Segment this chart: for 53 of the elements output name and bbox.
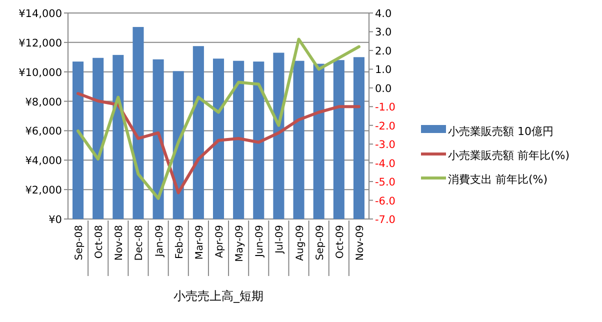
y2-tick-label: -3.0 [375, 139, 396, 152]
bar [72, 62, 84, 219]
legend-label: 小売業販売額 10億円 [448, 125, 554, 138]
bar [112, 54, 124, 219]
y-tick-label: ¥10,000 [18, 66, 62, 79]
y2-tick-label: -2.0 [375, 120, 396, 132]
x-tick-label: Sep-08 [74, 225, 86, 260]
bar [313, 64, 324, 219]
bar [273, 52, 284, 219]
y-tick-label: ¥8,000 [25, 96, 62, 108]
y2-tick-label: -5.0 [375, 176, 396, 189]
bar [353, 57, 364, 219]
bar [212, 58, 224, 219]
x-tick-label: Apr-09 [214, 225, 226, 258]
y-tick-label: ¥6,000 [25, 126, 62, 138]
x-tick-label: Aug-09 [294, 225, 306, 261]
y-tick-label: ¥4,000 [25, 155, 62, 168]
bar [132, 26, 144, 219]
x-tick-label: Nov-08 [114, 225, 126, 261]
x-tick-label: Jun-09 [254, 225, 266, 258]
y2-tick-label: -1.0 [375, 102, 396, 114]
bar [293, 60, 304, 219]
x-tick-label: Dec-08 [134, 225, 146, 261]
x-tick-label: Mar-09 [194, 225, 206, 260]
bar [152, 59, 164, 219]
x-tick-label: Oct-08 [94, 225, 106, 259]
x-tick-label: May-09 [234, 225, 246, 262]
y2-tick-label: -7.0 [375, 214, 396, 226]
x-tick-label: Oct-09 [334, 225, 346, 259]
y2-tick-label: 0.0 [375, 82, 392, 95]
y2-tick-label: 4.0 [375, 8, 392, 20]
bar [253, 62, 264, 219]
x-tick-label: Sep-09 [314, 225, 326, 260]
x-tick-label: Nov-09 [354, 225, 366, 261]
legend-label: 消費支出 前年比(%) [448, 173, 548, 186]
y-tick-label: ¥14,000 [18, 8, 62, 20]
x-tick-label: Jul-09 [274, 225, 286, 254]
y2-tick-label: 3.0 [375, 26, 392, 39]
y2-tick-label: -6.0 [375, 195, 396, 208]
y2-tick-label: 1.0 [375, 64, 392, 76]
bar [233, 60, 244, 219]
x-axis-title: 小売売上高_短期 [174, 289, 264, 303]
bar [92, 58, 104, 219]
y-tick-label: ¥12,000 [18, 37, 62, 50]
x-tick-label: Jan-09 [154, 225, 166, 258]
legend-label: 小売業販売額 前年比(%) [448, 149, 570, 162]
y-tick-label: ¥0 [48, 214, 62, 226]
y-tick-label: ¥2,000 [25, 184, 62, 197]
y2-tick-label: -4.0 [375, 158, 396, 170]
bar [333, 60, 344, 219]
bar [192, 46, 204, 219]
x-tick-label: Feb-09 [174, 225, 186, 260]
y2-tick-label: 2.0 [375, 45, 392, 58]
